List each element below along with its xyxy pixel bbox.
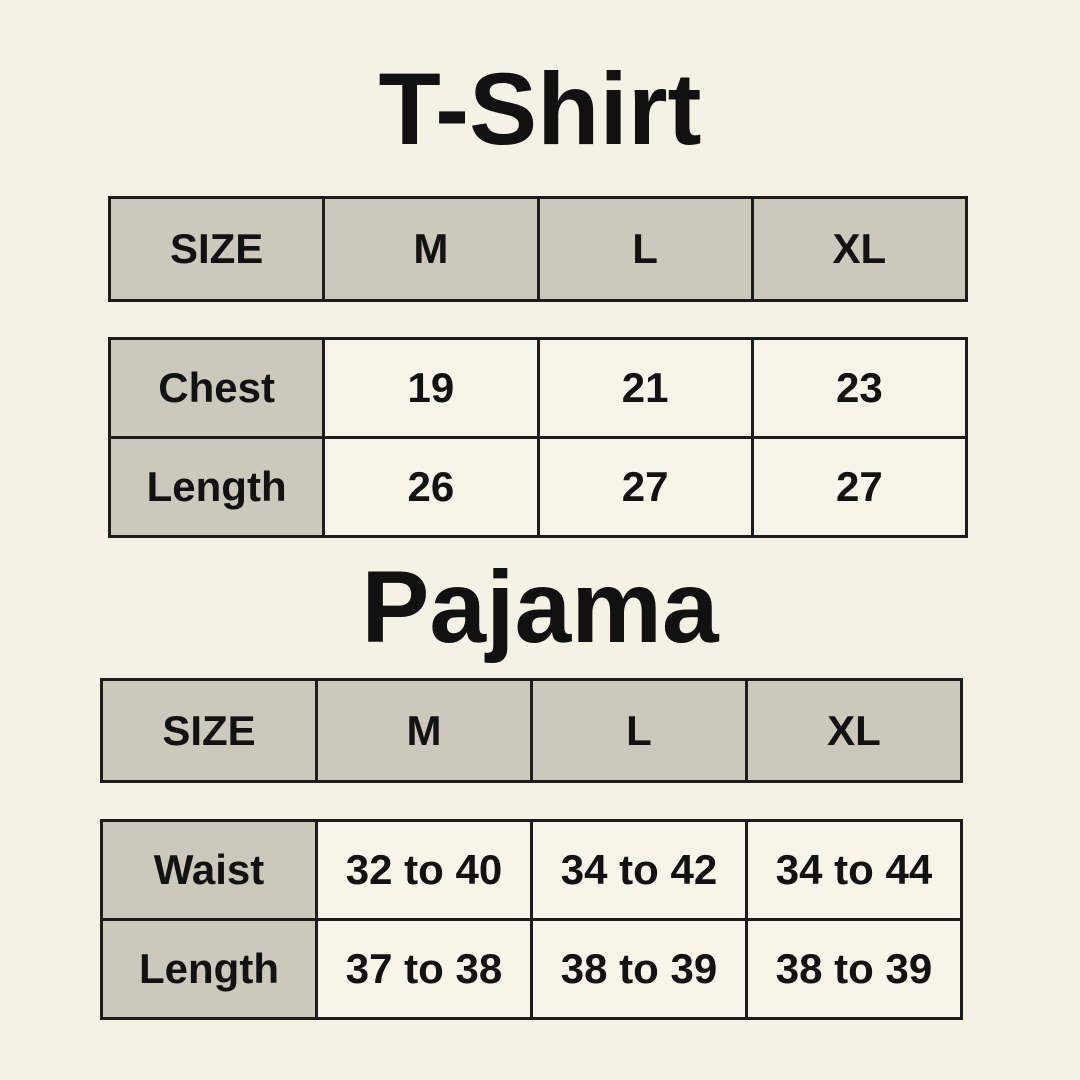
tshirt-title: T-Shirt	[378, 52, 702, 166]
pajama-size-header-table: SIZE M L XL	[100, 678, 963, 783]
pajama-waist-m-value: 32 to 40	[318, 822, 530, 918]
tshirt-length-xl-value: 27	[753, 439, 965, 535]
pajama-measurements-table: Waist 32 to 40 34 to 42 34 to 44 Length …	[100, 819, 963, 1020]
pajama-size-m-cell: M	[318, 681, 530, 780]
tshirt-size-xl-cell: XL	[753, 199, 965, 299]
tshirt-chest-xl-value: 23	[753, 340, 965, 436]
pajama-waist-l-value: 34 to 42	[533, 822, 745, 918]
pajama-length-xl-value: 38 to 39	[748, 921, 960, 1017]
tshirt-chest-label-cell: Chest	[111, 340, 323, 436]
tshirt-chest-l-value: 21	[539, 340, 751, 436]
pajama-length-m-value: 37 to 38	[318, 921, 530, 1017]
tshirt-measurements-table: Chest 19 21 23 Length 26 27 27	[108, 337, 968, 538]
tshirt-size-header-table: SIZE M L XL	[108, 196, 968, 302]
tshirt-size-header-cell: SIZE	[111, 199, 323, 299]
tshirt-size-m-cell: M	[325, 199, 537, 299]
pajama-size-header-cell: SIZE	[103, 681, 315, 780]
pajama-length-l-value: 38 to 39	[533, 921, 745, 1017]
pajama-size-xl-cell: XL	[748, 681, 960, 780]
pajama-waist-xl-value: 34 to 44	[748, 822, 960, 918]
pajama-size-l-cell: L	[533, 681, 745, 780]
pajama-waist-label-cell: Waist	[103, 822, 315, 918]
tshirt-length-l-value: 27	[539, 439, 751, 535]
tshirt-chest-m-value: 19	[325, 340, 537, 436]
tshirt-length-label-cell: Length	[111, 439, 323, 535]
pajama-length-label-cell: Length	[103, 921, 315, 1017]
tshirt-length-m-value: 26	[325, 439, 537, 535]
tshirt-size-l-cell: L	[539, 199, 751, 299]
pajama-title: Pajama	[361, 550, 719, 664]
